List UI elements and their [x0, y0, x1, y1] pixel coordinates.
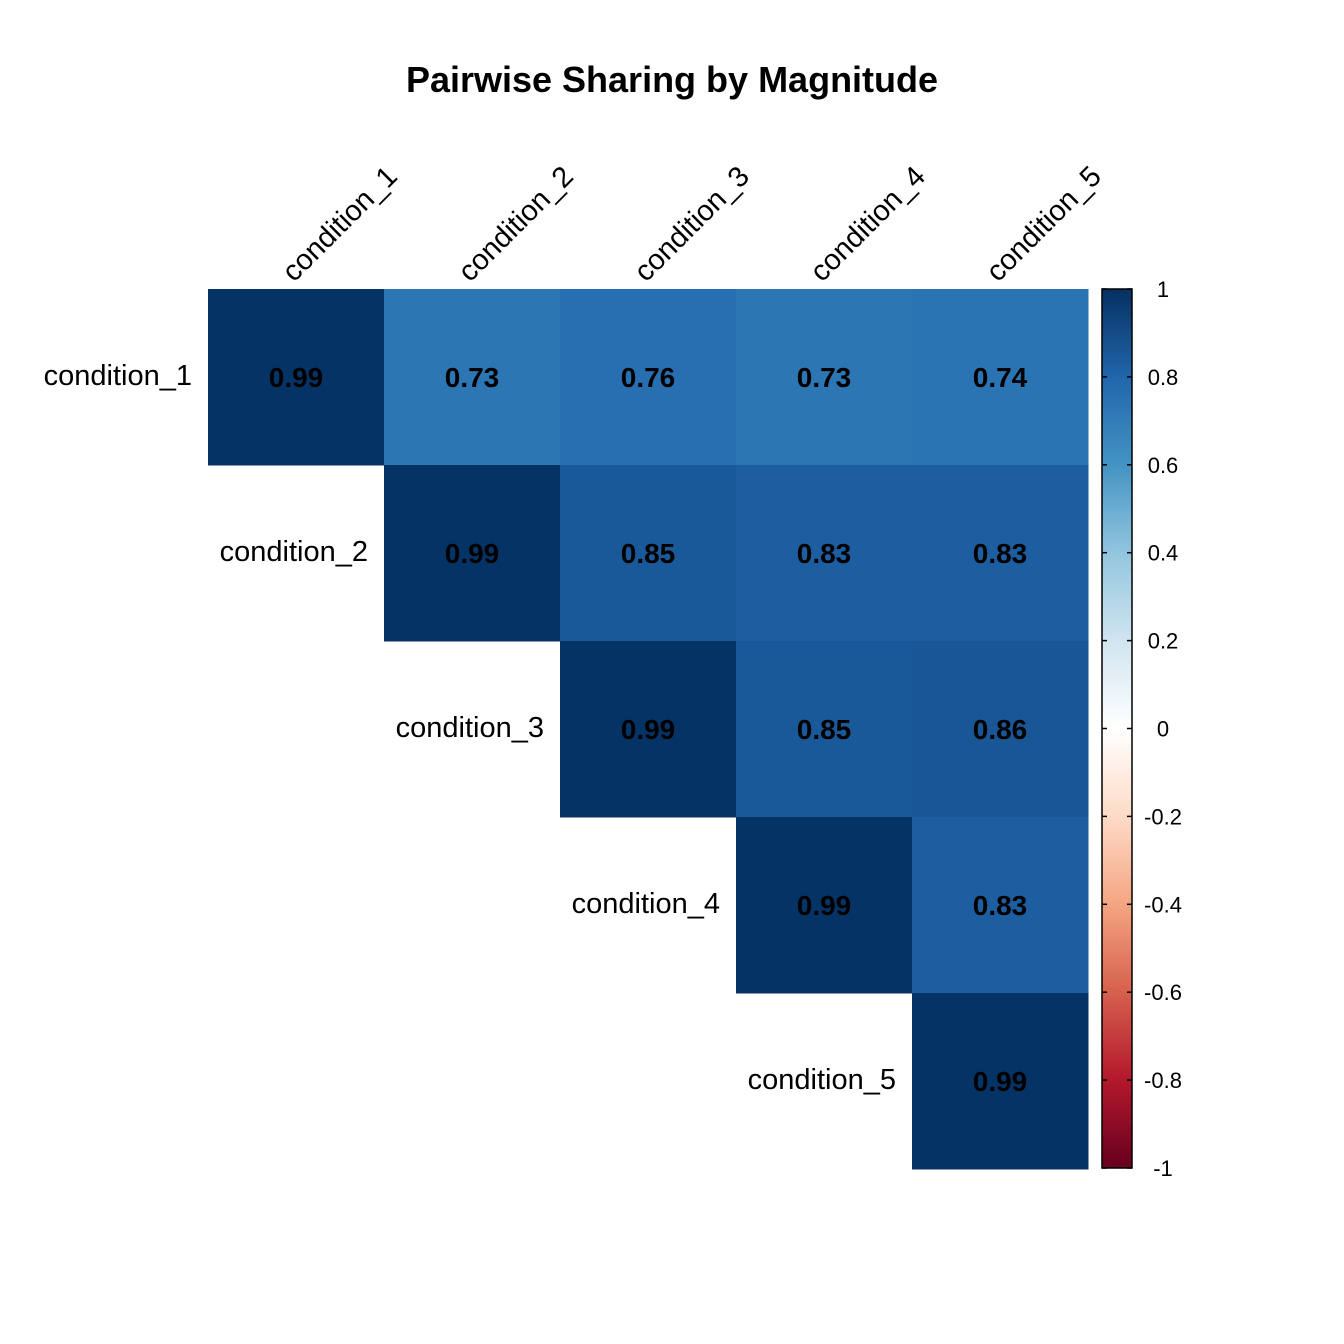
colorbar-tick-label: -0.2: [1144, 804, 1182, 829]
column-labels: condition_1 condition_2 condition_3 conditi…: [276, 160, 1108, 288]
colorbar-tick-label: 0.8: [1148, 365, 1179, 390]
cell-value-label: 0.76: [621, 362, 676, 393]
heatmap-cell: [736, 289, 913, 466]
heatmap-cell: [736, 817, 913, 994]
row-label: condition_1: [44, 360, 192, 392]
cell-value-label: 0.83: [797, 538, 852, 569]
cell-value-label: 0.85: [797, 714, 852, 745]
cell-value-label: 0.99: [621, 714, 676, 745]
heatmap-cell: [912, 641, 1089, 818]
heatmap-cell: [912, 993, 1089, 1170]
heatmap-cell: [384, 289, 561, 466]
cell-value-label: 0.86: [973, 714, 1028, 745]
colorbar-tick-label: -0.4: [1144, 892, 1182, 917]
row-label: condition_2: [220, 536, 368, 568]
heatmap-cell: [560, 465, 737, 642]
colorbar-tick-label: 0: [1157, 717, 1169, 742]
column-label: condition_5: [980, 160, 1108, 288]
row-label: condition_4: [572, 888, 720, 920]
colorbar: 1 0.8 0.6 0.4 0.2 0 -0.2 -0.4 -0.6 -0.8 -1: [1101, 277, 1182, 1181]
cell-value-label: 0.73: [445, 362, 500, 393]
heatmap-cell: [208, 289, 385, 466]
row-label: condition_5: [748, 1064, 896, 1096]
cell-value-label: 0.83: [973, 538, 1028, 569]
colorbar-tick-label: 0.2: [1148, 629, 1179, 654]
cell-value-label: 0.74: [973, 362, 1028, 393]
heatmap-cell: [912, 465, 1089, 642]
column-label: condition_4: [804, 160, 932, 288]
column-label: condition_1: [276, 160, 404, 288]
heatmap-cell: [560, 289, 737, 466]
colorbar-tick-label: 0.6: [1148, 453, 1179, 478]
heatmap-cell: [384, 465, 561, 642]
cell-value-label: 0.99: [269, 362, 324, 393]
heatmap-cell: [912, 817, 1089, 994]
column-label: condition_2: [452, 160, 580, 288]
heatmap-cells: 0.99 0.73 0.76 0.73 0.74 0.99 0.85 0.83 0.83 0.99…: [208, 289, 1089, 1170]
cell-value-label: 0.85: [621, 538, 676, 569]
colorbar-tick-label: -1: [1153, 1156, 1173, 1181]
colorbar-tick-label: 1: [1157, 277, 1169, 302]
chart-title: Pairwise Sharing by Magnitude: [406, 59, 938, 100]
colorbar-tick-label: -0.8: [1144, 1068, 1182, 1093]
colorbar-tick-label: 0.4: [1148, 541, 1179, 566]
column-label: condition_3: [628, 160, 756, 288]
heatmap-cell: [736, 465, 913, 642]
row-labels: condition_1 condition_2 condition_3conditi…: [44, 360, 896, 1096]
heatmap-cell: [912, 289, 1089, 466]
cell-value-label: 0.99: [797, 890, 852, 921]
heatmap-cell: [560, 641, 737, 818]
cell-value-label: 0.99: [973, 1066, 1028, 1097]
colorbar-tick-label: -0.6: [1144, 980, 1182, 1005]
cell-value-label: 0.73: [797, 362, 852, 393]
heatmap-cell: [736, 641, 913, 818]
row-label: condition_3: [396, 712, 544, 744]
cell-value-label: 0.83: [973, 890, 1028, 921]
cell-value-label: 0.99: [445, 538, 500, 569]
